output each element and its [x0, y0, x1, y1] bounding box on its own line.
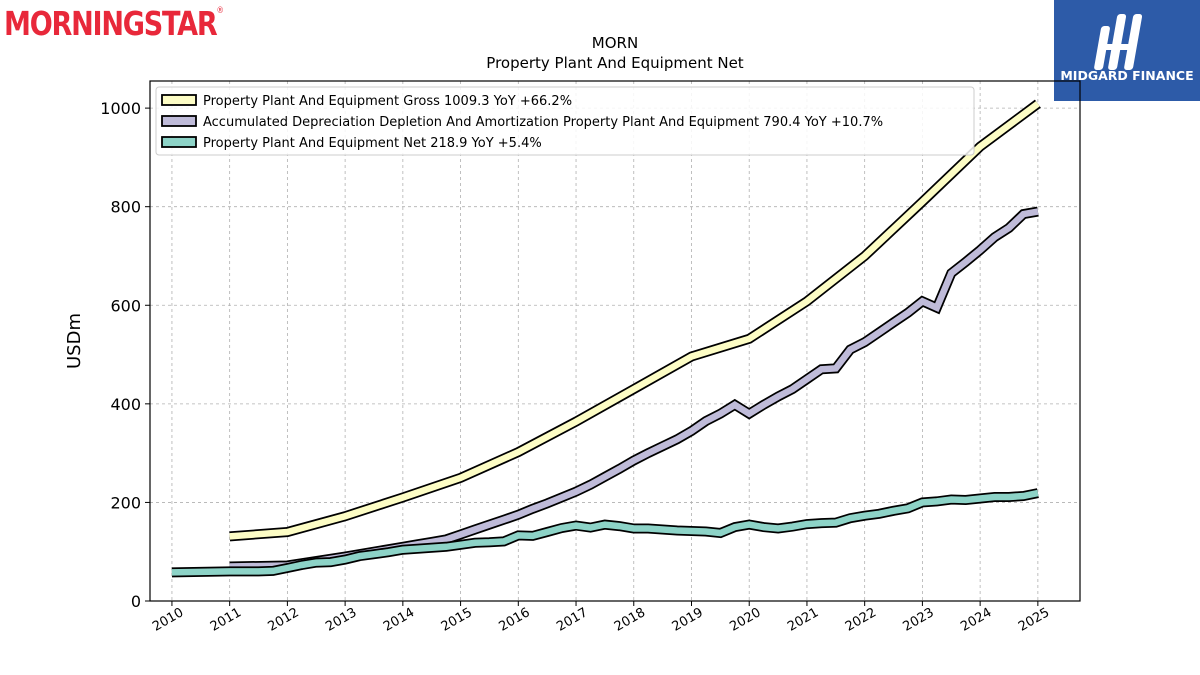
- series-line-3: [171, 489, 1039, 576]
- midgard-finance-logo: MIDGARD FINANCE: [1054, 0, 1200, 101]
- y-tick-label: 400: [110, 395, 141, 414]
- x-tick-label: 2025: [1016, 605, 1052, 635]
- legend: Property Plant And Equipment Gross 1009.…: [155, 86, 975, 156]
- x-tick-label: 2011: [208, 605, 244, 635]
- legend-label-3: Property Plant And Equipment Net 218.9 Y…: [203, 136, 542, 151]
- x-tick-label: 2018: [612, 605, 648, 635]
- x-tick-label: 2024: [958, 605, 994, 635]
- x-tick-label: 2012: [266, 605, 302, 635]
- x-tick-label: 2021: [785, 605, 821, 635]
- legend-swatch-2: [161, 115, 197, 127]
- x-tick-label: 2023: [901, 605, 937, 635]
- legend-label-2: Accumulated Depreciation Depletion And A…: [203, 115, 883, 130]
- series-line-1: [229, 101, 1040, 540]
- chart-title: MORN: [592, 34, 638, 52]
- midgard-finance-wordmark: MIDGARD FINANCE: [1060, 68, 1194, 83]
- x-tick-label: 2010: [150, 605, 186, 635]
- x-tick-label: 2016: [496, 605, 532, 635]
- x-tick-label: 2017: [554, 605, 590, 635]
- y-tick-label: 200: [110, 493, 141, 512]
- legend-swatch-3: [161, 136, 197, 148]
- chart-subtitle: Property Plant And Equipment Net: [486, 54, 743, 72]
- x-tick-label: 2019: [670, 605, 706, 635]
- x-tick-label: 2020: [727, 605, 763, 635]
- x-tick-label: 2014: [381, 605, 417, 635]
- x-tick-label: 2015: [439, 605, 475, 635]
- legend-label-1: Property Plant And Equipment Gross 1009.…: [203, 94, 572, 109]
- y-tick-label: 1000: [100, 99, 141, 118]
- y-tick-label: 0: [131, 592, 141, 611]
- series-line-2: [229, 208, 1039, 570]
- series-layer: [171, 99, 1041, 578]
- midgard-emblem-icon: [1094, 14, 1143, 70]
- x-tick-label: 2022: [843, 605, 879, 635]
- y-tick-label: 800: [110, 198, 141, 217]
- morningstar-logo: MORNINGSTAR®: [4, 4, 224, 43]
- y-axis-label: USDm: [64, 313, 85, 369]
- legend-box: [155, 86, 975, 156]
- y-tick-label: 600: [110, 296, 141, 315]
- legend-swatch-1: [161, 94, 197, 106]
- plot-frame: [149, 80, 1081, 602]
- x-tick-label: 2013: [323, 605, 359, 635]
